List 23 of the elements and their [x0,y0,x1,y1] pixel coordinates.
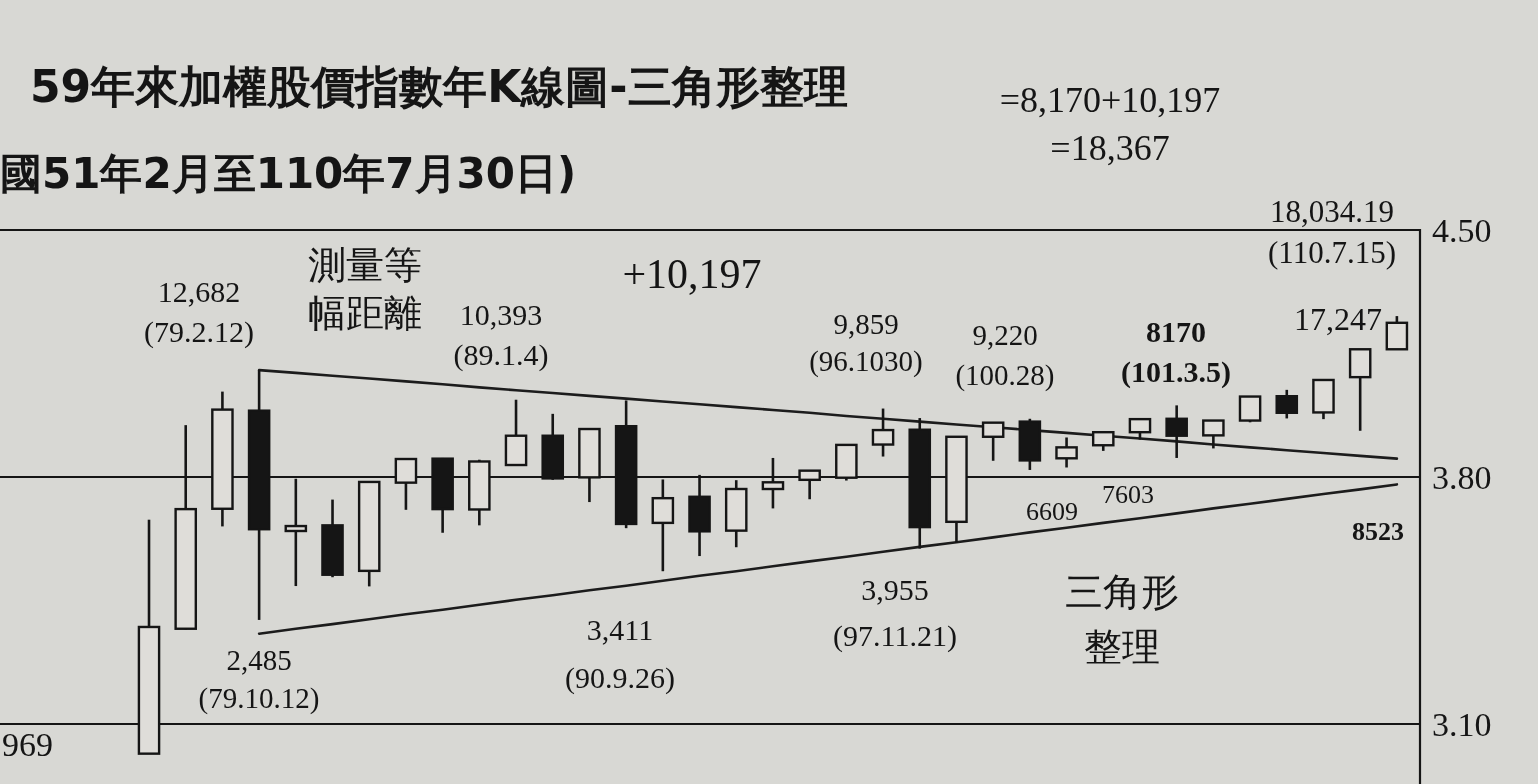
annotation: 7603 [1102,480,1154,509]
annotation: 969 [2,726,53,763]
y-tick-label: 3.80 [1432,458,1492,496]
annotation: 9,220 (100.28) [955,319,1055,391]
annotation: 測量等幅距離 [308,243,422,335]
annotation: =8,170+10,197 =18,367 [999,80,1221,168]
annotation: +10,197 [622,251,762,297]
annotation: 8523 [1352,517,1404,546]
annotation: 2,485 (79.10.12) [198,644,320,714]
annotation: 8170 (101.3.5) [1121,315,1231,388]
subtitle: 國51年2月至110年7月30日) [0,149,577,198]
annotation: 三角形整理 [1065,570,1179,669]
y-tick-label: 3.10 [1432,705,1492,743]
title: 59年來加權股價指數年K線圖-三角形整理 [30,61,848,112]
annotation: 9,859 (96.1030) [809,308,923,377]
annotation: 3,955 (97.11.21) [833,573,957,652]
annotation: 6609 [1026,497,1078,526]
annotation: 3,411 (90.9.26) [565,613,675,694]
y-tick-label: 4.50 [1432,211,1492,249]
annotation: 12,682 (79.2.12) [144,275,254,348]
annotation: 18,034.19 (110.7.15) [1268,194,1396,270]
annotation: 10,393 (89.1.4) [453,298,549,371]
annotation: 17,247 [1294,301,1382,337]
